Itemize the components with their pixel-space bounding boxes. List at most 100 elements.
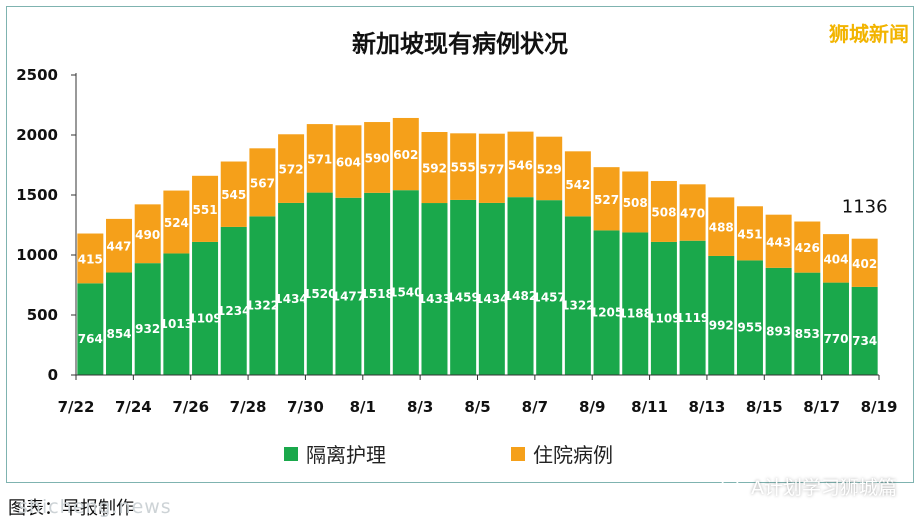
- bar-hospital: [478, 133, 505, 203]
- data-label-isolation: 764: [78, 332, 103, 346]
- y-tick-label: 1500: [16, 186, 58, 204]
- x-tick-label: 8/3: [407, 398, 433, 416]
- wechat-tag: A计划学习狮城篇: [721, 473, 897, 500]
- data-label-isolation: 1518: [360, 287, 393, 301]
- site-watermark: shicheng.news: [18, 496, 172, 518]
- x-tick-label: 8/1: [350, 398, 376, 416]
- data-label-isolation: 1520: [303, 287, 336, 301]
- bar-hospital: [134, 204, 161, 264]
- legend-label-isolation: 隔离护理: [306, 443, 386, 467]
- data-label-hospital: 404: [823, 252, 848, 266]
- y-tick-label: 1000: [16, 246, 58, 264]
- data-label-isolation: 1434: [475, 292, 508, 306]
- chart-caption: 图表：早报制作: [8, 498, 134, 519]
- bar-isolation: [220, 226, 247, 375]
- bar-isolation: [851, 286, 878, 375]
- bar-isolation: [822, 282, 849, 375]
- data-label-hospital: 551: [193, 203, 218, 217]
- data-label-isolation: 992: [709, 318, 734, 332]
- data-label-isolation: 1433: [418, 292, 451, 306]
- data-label-isolation: 1322: [561, 299, 594, 313]
- bar-isolation: [708, 255, 735, 375]
- x-tick-label: 8/11: [631, 398, 668, 416]
- data-label-hospital: 447: [106, 240, 131, 254]
- x-tick-label: 7/24: [115, 398, 152, 416]
- bar-isolation: [77, 283, 104, 375]
- data-label-hospital: 571: [307, 152, 332, 166]
- bar-isolation: [622, 232, 649, 375]
- data-label-hospital: 490: [135, 228, 160, 242]
- bar-isolation: [364, 192, 391, 375]
- data-label-hospital: 546: [508, 158, 533, 172]
- bar-isolation: [163, 253, 190, 375]
- bar-isolation: [794, 272, 821, 375]
- bar-hospital: [622, 171, 649, 233]
- bar-isolation: [736, 260, 763, 375]
- bar-hospital: [421, 132, 448, 204]
- data-label-isolation: 734: [852, 334, 877, 348]
- x-tick-label: 7/30: [287, 398, 324, 416]
- data-label-hospital: 470: [680, 207, 705, 221]
- bar-hospital: [736, 206, 763, 261]
- bar-isolation: [507, 197, 534, 375]
- data-label-isolation: 1457: [532, 291, 565, 305]
- bar-hospital: [278, 134, 305, 203]
- bar-isolation: [392, 190, 419, 375]
- x-tick-label: 8/9: [579, 398, 605, 416]
- legend-label-hospital: 住院病例: [533, 443, 613, 467]
- data-label-isolation: 1109: [188, 311, 221, 325]
- data-label-isolation: 1109: [647, 311, 680, 325]
- data-label-isolation: 1188: [619, 307, 652, 321]
- y-tick-label: 2000: [16, 126, 58, 144]
- x-axis: 7/22 7/24 7/26 7/28 7/30 8/1 8/3 8/5 8/7 8/9 8/11 8…: [58, 374, 898, 416]
- data-label-isolation: 1477: [332, 289, 365, 303]
- data-label-hospital: 415: [78, 252, 103, 266]
- data-label-hospital: 555: [451, 161, 476, 175]
- data-label-isolation: 770: [823, 332, 848, 346]
- bars-group: 764 415 854 447 932 490 1013 524 1109 551 1234 545 1…: [77, 117, 878, 375]
- annotations: 1136: [842, 197, 888, 218]
- data-label-isolation: 1119: [676, 311, 709, 325]
- data-label-hospital: 508: [651, 205, 676, 219]
- bar-hospital: [593, 167, 620, 231]
- data-label-isolation: 1540: [389, 286, 422, 300]
- data-label-isolation: 1434: [274, 292, 307, 306]
- data-label-hospital: 402: [852, 257, 877, 271]
- x-tick-label: 8/19: [861, 398, 898, 416]
- bar-isolation: [335, 197, 362, 375]
- x-tick-label: 8/15: [746, 398, 783, 416]
- bar-hospital: [192, 175, 219, 242]
- bar-isolation: [478, 202, 505, 375]
- bar-hospital: [794, 221, 821, 273]
- bar-hospital: [679, 184, 706, 241]
- x-tick-label: 7/26: [172, 398, 209, 416]
- wechat-icon: [721, 477, 745, 496]
- data-label-hospital: 604: [336, 156, 361, 170]
- bar-isolation: [450, 199, 477, 375]
- bar-isolation: [765, 267, 792, 375]
- bar-hospital: [536, 136, 563, 201]
- bar-hospital: [364, 122, 391, 193]
- bar-hospital: [249, 148, 276, 217]
- chart-title: 新加坡现有病例状况: [352, 30, 568, 58]
- bar-isolation: [536, 200, 563, 375]
- data-label-hospital: 488: [709, 221, 734, 235]
- y-tick-label: 0: [48, 366, 58, 384]
- legend: 隔离护理 住院病例: [284, 443, 613, 467]
- bar-hospital: [650, 180, 677, 242]
- bar-hospital: [507, 131, 534, 198]
- bar-hospital: [822, 234, 849, 283]
- brand-watermark: 狮城新闻: [829, 22, 909, 46]
- x-tick-label: 8/5: [464, 398, 490, 416]
- bar-isolation: [134, 263, 161, 375]
- data-label-hospital: 592: [422, 162, 447, 176]
- bar-hospital: [77, 233, 104, 284]
- bar-isolation: [679, 240, 706, 375]
- bar-hospital: [335, 125, 362, 198]
- data-label-isolation: 932: [135, 322, 160, 336]
- data-label-hospital: 545: [221, 188, 246, 202]
- data-label-hospital: 451: [737, 227, 762, 241]
- data-label-isolation: 854: [106, 327, 131, 341]
- bar-isolation: [249, 216, 276, 375]
